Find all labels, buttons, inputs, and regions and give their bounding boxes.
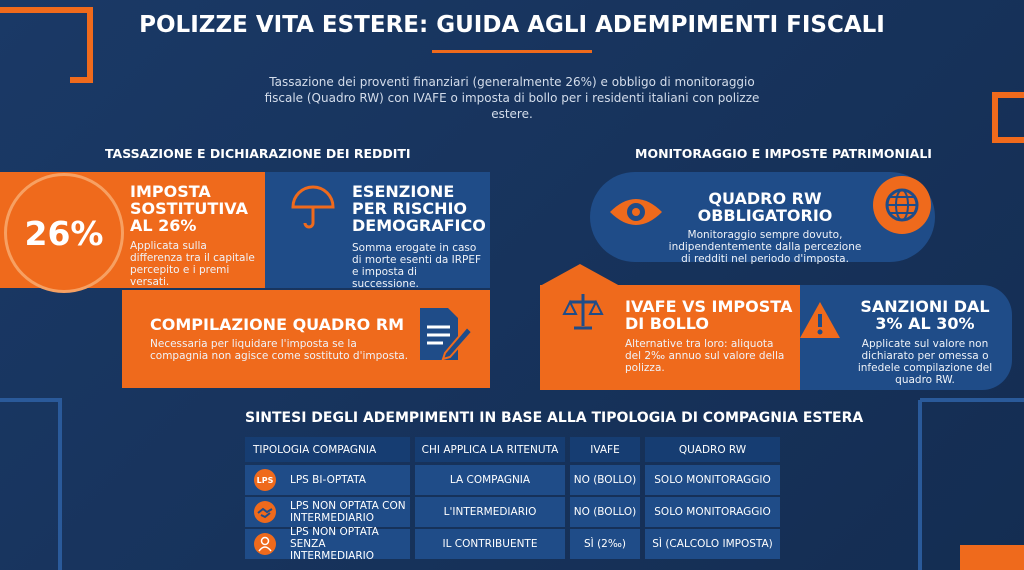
document-icon [420,308,474,361]
table-cell: SOLO MONITORAGGIO [645,465,780,495]
scales-icon [562,294,604,330]
table-cell: LA COMPAGNIA [415,465,565,495]
table-cell: L'INTERMEDIARIO [415,497,565,527]
title: POLIZZE VITA ESTERE: GUIDA AGLI ADEMPIME… [139,12,885,38]
card-text: Necessaria per liquidare l'imposta se la… [150,338,409,362]
table-cell: IL CONTRIBUENTE [415,529,565,559]
card-title: IVAFE VS IMPOSTA DI BOLLO [625,297,793,333]
card-title: SANZIONI DAL 3% AL 30% [860,297,990,333]
table-cell: SÌ (2‰) [570,529,640,559]
subtitle: Tassazione dei proventi finanziari (gene… [264,75,760,121]
card-text: Somma erogate in caso di morte esenti da… [352,242,482,290]
card-text: Applicata sulla differenza tra il capita… [130,240,255,288]
table-cell: NO (BOLLO) [570,497,640,527]
card-title: ESENZIONE PER RISCHIO DEMOGRAFICO [352,182,486,235]
badge: 26% [4,173,124,293]
card-title: COMPILAZIONE QUADRO RM [150,315,405,334]
table-cell: SOLO MONITORAGGIO [645,497,780,527]
card-text: Applicate sul valore non dichiarato per … [857,338,993,386]
card-text: Monitoraggio sempre dovuto, indipendente… [668,229,862,265]
card-text: Alternative tra loro: aliquota del 2‰ an… [625,338,785,374]
globe-icon [873,176,931,234]
row-icon: LPS [254,469,276,491]
eye-icon [610,199,662,225]
table-title: SINTESI DEGLI ADEMPIMENTI IN BASE ALLA T… [245,410,864,426]
section-heading: TASSAZIONE E DICHIARAZIONE DEI REDDITI [105,146,411,161]
table-cell: SÌ (CALCOLO IMPOSTA) [645,529,780,559]
card-title: IMPOSTA SOSTITUTIVA AL 26% [130,182,248,235]
warning-icon [800,302,840,338]
table-header: QUADRO RW [645,437,780,462]
table-header: CHI APPLICA LA RITENUTA [415,437,565,462]
table-header: TIPOLOGIA COMPAGNIA [245,437,410,462]
table-cell: LPS NON OPTATA SENZA INTERMEDIARIO [245,526,410,562]
table-cell: NO (BOLLO) [570,465,640,495]
section-heading: MONITORAGGIO E IMPOSTE PATRIMONIALI [635,146,932,161]
table-header: IVAFE [570,437,640,462]
card-title: QUADRO RW OBBLIGATORIO [697,189,833,225]
house-roof [540,264,620,286]
row-icon [254,533,276,555]
row-icon [254,501,276,523]
umbrella-icon [291,185,335,229]
